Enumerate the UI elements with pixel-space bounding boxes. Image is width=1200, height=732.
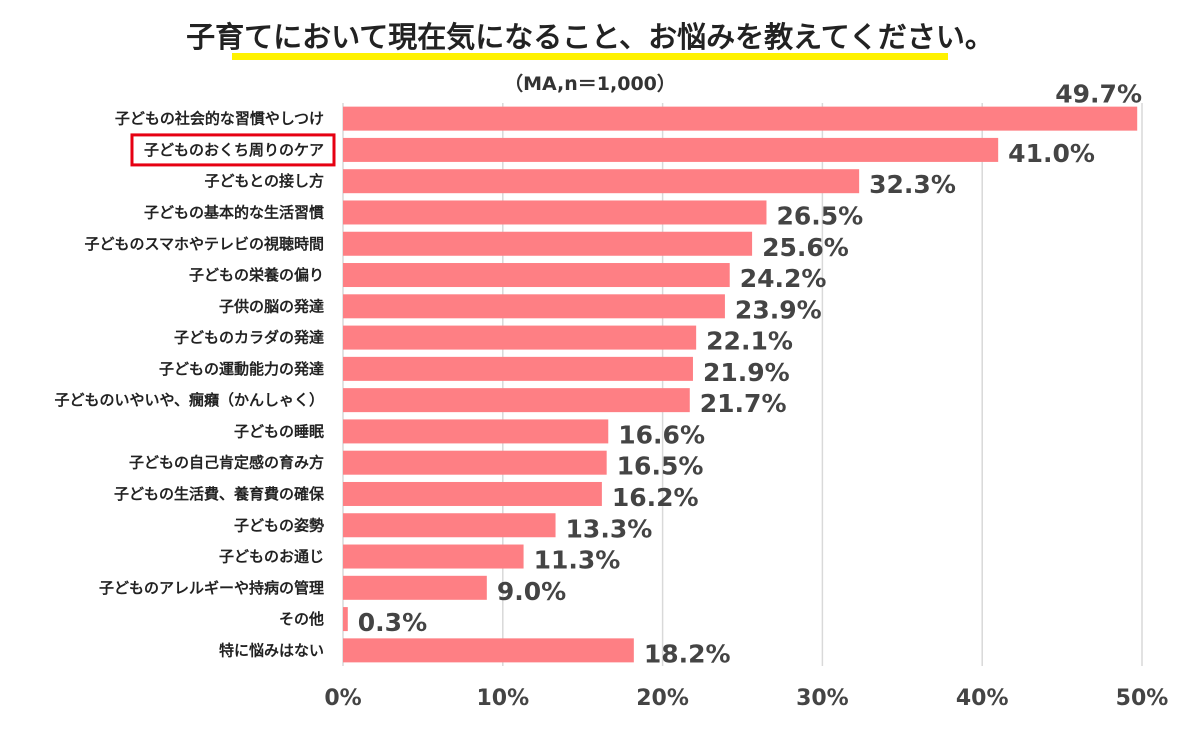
category-label-12: 子どもの生活費、養育費の確保	[114, 485, 325, 503]
category-labels: 子どもの社会的な習慣やしつけ子どものおくち周りのケア子どもとの接し方子どもの基本…	[54, 110, 336, 659]
x-tick-label-5: 50%	[1116, 686, 1169, 711]
bar-2	[343, 169, 860, 194]
x-tick-label-4: 40%	[956, 686, 1009, 711]
bar-9	[343, 388, 690, 413]
bar-15	[343, 575, 487, 600]
value-label-9: 21.7%	[700, 389, 787, 418]
value-labels: 49.7% 41.0% 32.3%26.5% 25.6%24.2%23.9% 22.1%…	[358, 80, 1142, 669]
bar-11	[343, 450, 607, 475]
value-label-10: 16.6%	[618, 420, 705, 449]
category-label-16: その他	[279, 610, 324, 628]
bar-4	[343, 231, 753, 256]
bar-17	[343, 638, 634, 663]
bar-14	[343, 544, 524, 569]
value-label-7: 22.1%	[706, 327, 793, 356]
value-label-5: 24.2%	[740, 264, 827, 293]
x-tick-label-0: 0%	[324, 686, 361, 711]
value-label-1: 41.0%	[1008, 139, 1095, 168]
x-tick-label-1: 10%	[476, 686, 529, 711]
bar-1	[343, 137, 999, 162]
chart-title: 子育てにおいて現在気になること、お悩みを教えてください。	[186, 20, 994, 54]
bar-3	[343, 200, 767, 225]
bar-12	[343, 481, 602, 506]
bars	[343, 106, 1138, 663]
category-label-13: 子どもの姿勢	[234, 516, 324, 534]
category-label-1: 子どものおくち周りのケア	[144, 141, 324, 159]
value-label-4: 25.6%	[762, 233, 849, 262]
category-label-7: 子どものカラダの発達	[174, 329, 324, 347]
title-underline	[232, 53, 948, 60]
value-label-16: 0.3%	[358, 608, 427, 637]
grid-lines	[342, 103, 1143, 666]
value-label-12: 16.2%	[612, 483, 699, 512]
bar-13	[343, 513, 556, 538]
category-label-14: 子どものお通じ	[219, 548, 324, 566]
value-label-14: 11.3%	[534, 546, 621, 575]
category-label-2: 子どもとの接し方	[204, 172, 324, 190]
x-axis-tick-labels: 0% 10% 20% 30% 40% 50%	[324, 686, 1168, 711]
value-label-0: 49.7%	[1055, 80, 1142, 109]
x-tick-label-3: 30%	[796, 686, 849, 711]
bar-0	[343, 106, 1138, 131]
category-label-17: 特に悩みはない	[219, 641, 324, 659]
category-label-5: 子どもの栄養の偏り	[189, 266, 324, 284]
value-label-6: 23.9%	[735, 295, 822, 324]
category-label-4: 子どものスマホやテレビの視聴時間	[84, 235, 324, 253]
category-label-9: 子どものいやいや、癇癪（かんしゃく）	[54, 391, 324, 409]
bar-10	[343, 419, 609, 444]
category-label-8: 子どもの運動能力の発達	[159, 360, 324, 378]
bar-5	[343, 263, 730, 288]
value-label-17: 18.2%	[644, 639, 731, 668]
category-label-11: 子どもの自己肯定感の育み方	[129, 454, 324, 472]
value-label-2: 32.3%	[869, 170, 956, 199]
bar-7	[343, 325, 697, 350]
category-label-10: 子どもの睡眠	[234, 422, 324, 440]
bar-8	[343, 356, 693, 381]
bar-6	[343, 294, 725, 319]
value-label-13: 13.3%	[566, 514, 653, 543]
chart-title-group: 子育てにおいて現在気になること、お悩みを教えてください。 （MA,n＝1,000…	[186, 20, 994, 95]
category-label-15: 子どものアレルギーや持病の管理	[99, 579, 324, 597]
bar-16	[343, 607, 348, 632]
highlight-box	[130, 133, 336, 167]
value-label-15: 9.0%	[497, 577, 566, 606]
x-tick-label-2: 20%	[636, 686, 689, 711]
category-label-3: 子どもの基本的な生活習慣	[144, 203, 324, 221]
chart-subtitle: （MA,n＝1,000）	[504, 72, 676, 95]
value-label-11: 16.5%	[617, 452, 704, 481]
category-label-0: 子どもの社会的な習慣やしつけ	[115, 110, 324, 128]
category-label-6: 子供の脳の発達	[219, 297, 324, 315]
value-label-8: 21.9%	[703, 358, 790, 387]
value-label-3: 26.5%	[776, 201, 863, 230]
